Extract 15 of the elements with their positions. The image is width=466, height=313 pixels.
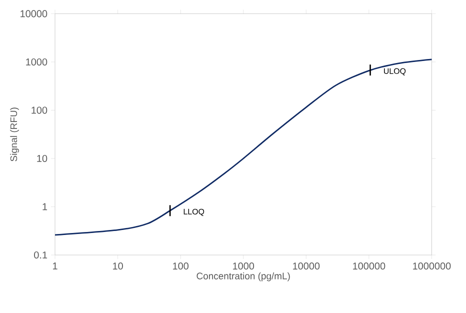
y-axis-title: Signal (RFU) [10,108,19,162]
x-axis-title: Concentration (pg/mL) [196,272,290,282]
x-tick-label: 1 [53,262,58,270]
x-tick-label: 100000 [353,262,386,270]
y-tick-label: 100 [32,106,48,114]
x-tick-label: 1000000 [413,262,451,270]
x-tick-label: 1000 [233,262,254,270]
y-tick-label: 0.1 [34,251,48,259]
x-tick-label: 100 [173,262,188,270]
y-tick-label: 1000 [26,58,48,66]
y-tick-label: 1 [42,203,48,210]
y-tick-label: 10000 [20,10,48,18]
x-tick-label: 10 [113,262,123,270]
x-tick-label: 10000 [293,262,320,270]
y-tick-label: 10 [37,154,48,162]
